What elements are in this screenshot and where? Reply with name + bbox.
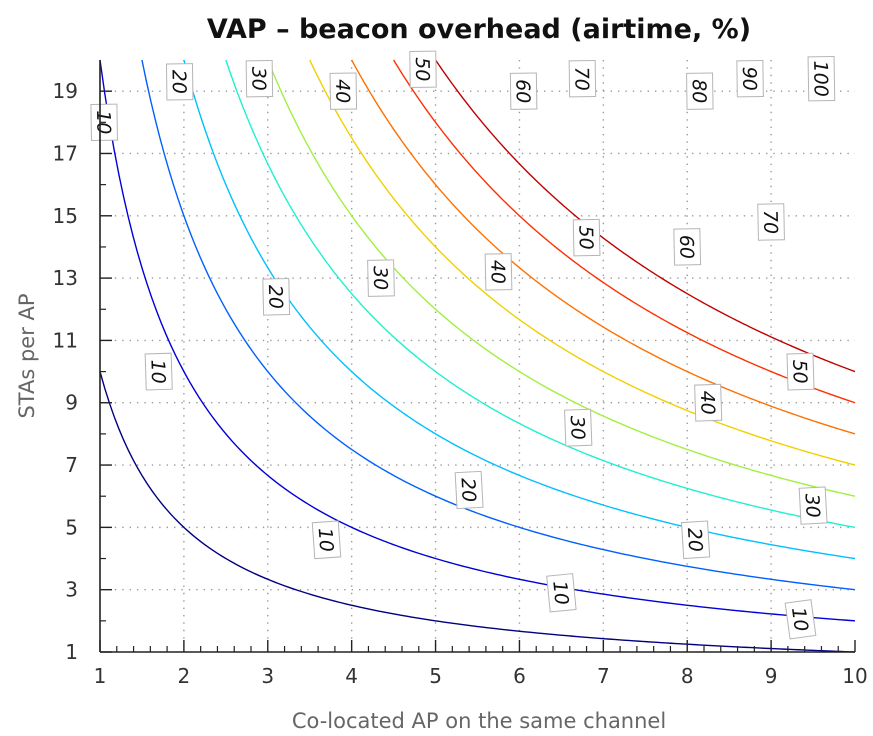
x-tick-label: 8 bbox=[681, 664, 694, 688]
contour-label-text: 30 bbox=[247, 66, 269, 90]
y-axis-label: STAs per AP bbox=[15, 293, 39, 418]
y-tick-label: 11 bbox=[53, 328, 78, 352]
contour-label-text: 30 bbox=[800, 493, 823, 518]
y-tick-label: 9 bbox=[65, 391, 78, 415]
contour-line-60 bbox=[267, 59, 856, 497]
contour-label-50: 50 bbox=[786, 352, 815, 391]
contour-label-30: 30 bbox=[245, 60, 274, 98]
contour-label-30: 30 bbox=[798, 486, 828, 525]
contour-label-60: 60 bbox=[673, 228, 702, 266]
contour-label-text: 10 bbox=[548, 580, 572, 606]
contour-line-20 bbox=[99, 59, 856, 622]
contour-line-70 bbox=[309, 59, 856, 466]
contour-label-10: 10 bbox=[144, 352, 173, 391]
x-tick-label: 7 bbox=[597, 664, 610, 688]
contour-label-text: 60 bbox=[511, 79, 533, 103]
x-tick-label: 1 bbox=[94, 664, 107, 688]
y-tick-label: 7 bbox=[65, 453, 78, 477]
x-tick-label: 3 bbox=[261, 664, 274, 688]
contour-label-text: 40 bbox=[331, 79, 353, 104]
contour-line-10 bbox=[99, 371, 856, 653]
contour-label-30: 30 bbox=[367, 259, 395, 297]
contour-lines bbox=[99, 59, 856, 653]
x-tick-label: 5 bbox=[429, 664, 442, 688]
contour-label-20: 20 bbox=[165, 63, 194, 101]
contour-label-text: 50 bbox=[788, 359, 811, 384]
axes bbox=[99, 60, 856, 653]
contour-line-50 bbox=[225, 59, 856, 529]
contour-label-50: 50 bbox=[572, 218, 601, 257]
y-tick-label: 1 bbox=[65, 640, 78, 664]
contour-label-text: 50 bbox=[574, 225, 596, 250]
contour-label-20: 20 bbox=[454, 470, 484, 510]
contour-label-30: 30 bbox=[564, 408, 593, 447]
contour-line-80 bbox=[351, 59, 856, 435]
contour-label-text: 100 bbox=[809, 60, 832, 97]
contour-label-10: 10 bbox=[546, 573, 577, 613]
contour-label-text: 70 bbox=[759, 210, 781, 235]
contour-label-text: 90 bbox=[738, 66, 760, 90]
y-tick-label: 3 bbox=[65, 578, 78, 602]
contour-label-10: 10 bbox=[311, 520, 342, 560]
contour-label-60: 60 bbox=[509, 72, 538, 110]
grid-lines bbox=[100, 60, 855, 652]
contour-label-40: 40 bbox=[329, 72, 358, 110]
contour-label-text: 70 bbox=[570, 66, 592, 90]
contour-labels: 1010101010202020203030303040404050505060… bbox=[90, 50, 836, 640]
y-tick-label: 19 bbox=[53, 79, 78, 103]
contour-line-30 bbox=[141, 59, 856, 591]
contour-label-text: 30 bbox=[566, 415, 589, 440]
contour-label-90: 90 bbox=[736, 60, 764, 98]
x-tick-label: 2 bbox=[178, 664, 191, 688]
y-tick-label: 15 bbox=[53, 204, 78, 228]
contour-label-text: 30 bbox=[369, 266, 392, 291]
contour-label-100: 100 bbox=[807, 55, 836, 102]
contour-line-90 bbox=[393, 59, 856, 404]
contour-label-50: 50 bbox=[409, 50, 437, 88]
contour-label-10: 10 bbox=[784, 599, 817, 640]
x-tick-labels: 1 2 3 4 5 6 7 8 9 10 bbox=[94, 664, 868, 688]
contour-label-text: 40 bbox=[486, 260, 509, 285]
contour-line-100 bbox=[434, 59, 856, 373]
contour-label-text: 10 bbox=[787, 606, 812, 633]
x-tick-label: 9 bbox=[765, 664, 778, 688]
contour-label-text: 10 bbox=[314, 527, 338, 553]
contour-label-text: 10 bbox=[146, 359, 169, 384]
y-tick-label: 5 bbox=[65, 515, 78, 539]
contour-label-text: 20 bbox=[456, 477, 479, 502]
contour-label-20: 20 bbox=[680, 520, 711, 560]
y-tick-label: 13 bbox=[53, 266, 78, 290]
contour-line-40 bbox=[183, 59, 856, 560]
contour-label-text: 50 bbox=[411, 57, 433, 81]
contour-label-20: 20 bbox=[262, 277, 291, 316]
contour-label-text: 20 bbox=[264, 284, 287, 309]
contour-label-70: 70 bbox=[757, 203, 785, 241]
contour-label-text: 40 bbox=[696, 390, 719, 415]
contour-label-70: 70 bbox=[568, 60, 597, 98]
x-tick-label: 10 bbox=[842, 664, 867, 688]
x-tick-label: 4 bbox=[345, 664, 358, 688]
contour-label-text: 60 bbox=[675, 235, 698, 260]
contour-label-text: 20 bbox=[683, 527, 706, 553]
contour-label-text: 20 bbox=[168, 70, 190, 94]
contour-label-40: 40 bbox=[484, 253, 513, 291]
contour-label-80: 80 bbox=[686, 72, 714, 110]
contour-label-text: 80 bbox=[688, 79, 710, 103]
chart-title: VAP – beacon overhead (airtime, %) bbox=[207, 14, 751, 45]
y-tick-label: 17 bbox=[53, 141, 78, 165]
x-axis-label: Co-located AP on the same channel bbox=[292, 709, 666, 733]
x-tick-label: 6 bbox=[513, 664, 526, 688]
contour-label-40: 40 bbox=[694, 383, 723, 422]
